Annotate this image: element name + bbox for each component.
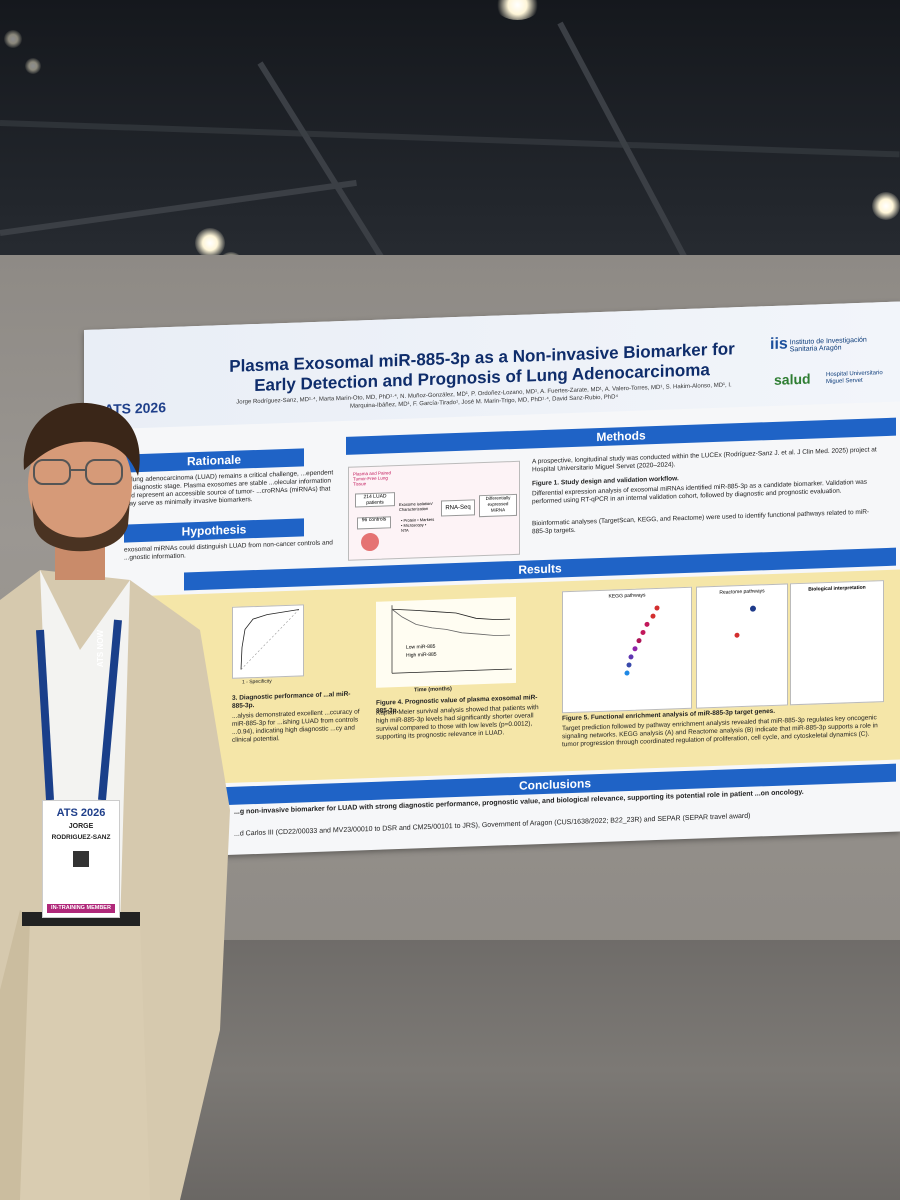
presenter-person [0,402,230,1200]
iis-logo-text: Instituto de Investigación Sanitaria Ara… [789,336,867,354]
ceiling-beam [0,179,357,236]
reactome-dotplot [734,605,756,638]
reactome-panel: Reactome pathways [696,583,788,709]
biological-interpretation-panel: Biological interpretation [790,580,884,706]
workflow-rnaseq: RNA-Seq [441,499,475,517]
badge-first-name: JORGE [68,823,94,830]
badge-conference: ATS 2026 [56,807,106,819]
fig3-text: ...alysis demonstrated excellent ...ccur… [232,708,360,744]
workflow-methods-list: • Protein • Markers • Microscopy • NTA [401,516,435,533]
workflow-luad-patients: 214 LUAD patients [355,492,395,508]
km-legend-low: Low miR-885 [406,643,436,651]
roc-curve-figure [232,604,304,679]
research-poster: ATS 2026 Plasma Exosomal miR-885-3p as a… [84,301,900,860]
badge-last-name: RODRIGUEZ-SANZ [51,834,111,841]
ceiling-light [872,192,900,220]
iis-aragon-logo: iis Instituto de Investigación Sanitaria… [770,333,870,355]
bio-label: Biological interpretation [808,584,866,593]
name-badge: ATS 2026 JORGE RODRIGUEZ-SANZ IN-TRAININ… [42,800,120,918]
bioinfo-text: Bioinformatic analyses (TargetScan, KEGG… [532,508,870,536]
workflow-diff-mirna: Differentially expressed MiRNA [479,493,517,518]
lanyard-text: ATS NOW [96,630,105,668]
study-workflow-figure: Plasma and Paired Tumor-Free Lung Tissue… [348,460,520,561]
badge-role: IN-TRAINING MEMBER [47,904,115,913]
roc-xlabel: 1 - Specificity [242,678,272,686]
workflow-isolation: Exosome isolation/ Characterization [399,500,433,512]
lungs-icon [361,532,379,552]
ceiling-light [4,30,22,48]
results-panel: 1 - Specificity 3. Diagnostic performanc… [84,569,900,788]
workflow-tissue: Plasma and Paired Tumor-Free Lung Tissue [353,470,392,487]
kaplan-meier-chart [391,605,512,674]
badge-qr-code [73,851,89,867]
kegg-panel: KEGG pathways [562,586,692,714]
fig3-title: 3. Diagnostic performance of ...al miR-8… [232,690,351,710]
salud-logo: salud [774,370,811,388]
ceiling-beam [0,120,900,158]
ceiling-light [195,228,225,258]
fig4-text: Kaplan-Meier survival analysis showed th… [376,704,539,741]
workflow-controls: 96 controls [357,516,391,530]
km-legend-high: High miR-885 [406,651,437,659]
km-xlabel: Time (months) [414,686,452,694]
ceiling-light [495,0,540,20]
ceiling-light [25,58,41,74]
kaplan-meier-figure: Low miR-885 High miR-885 [376,596,516,688]
roc-curve-chart [240,609,300,670]
hospital-logo-text: Hospital Universitario Miguel Servet [826,370,883,386]
kegg-dotplot [624,605,660,676]
